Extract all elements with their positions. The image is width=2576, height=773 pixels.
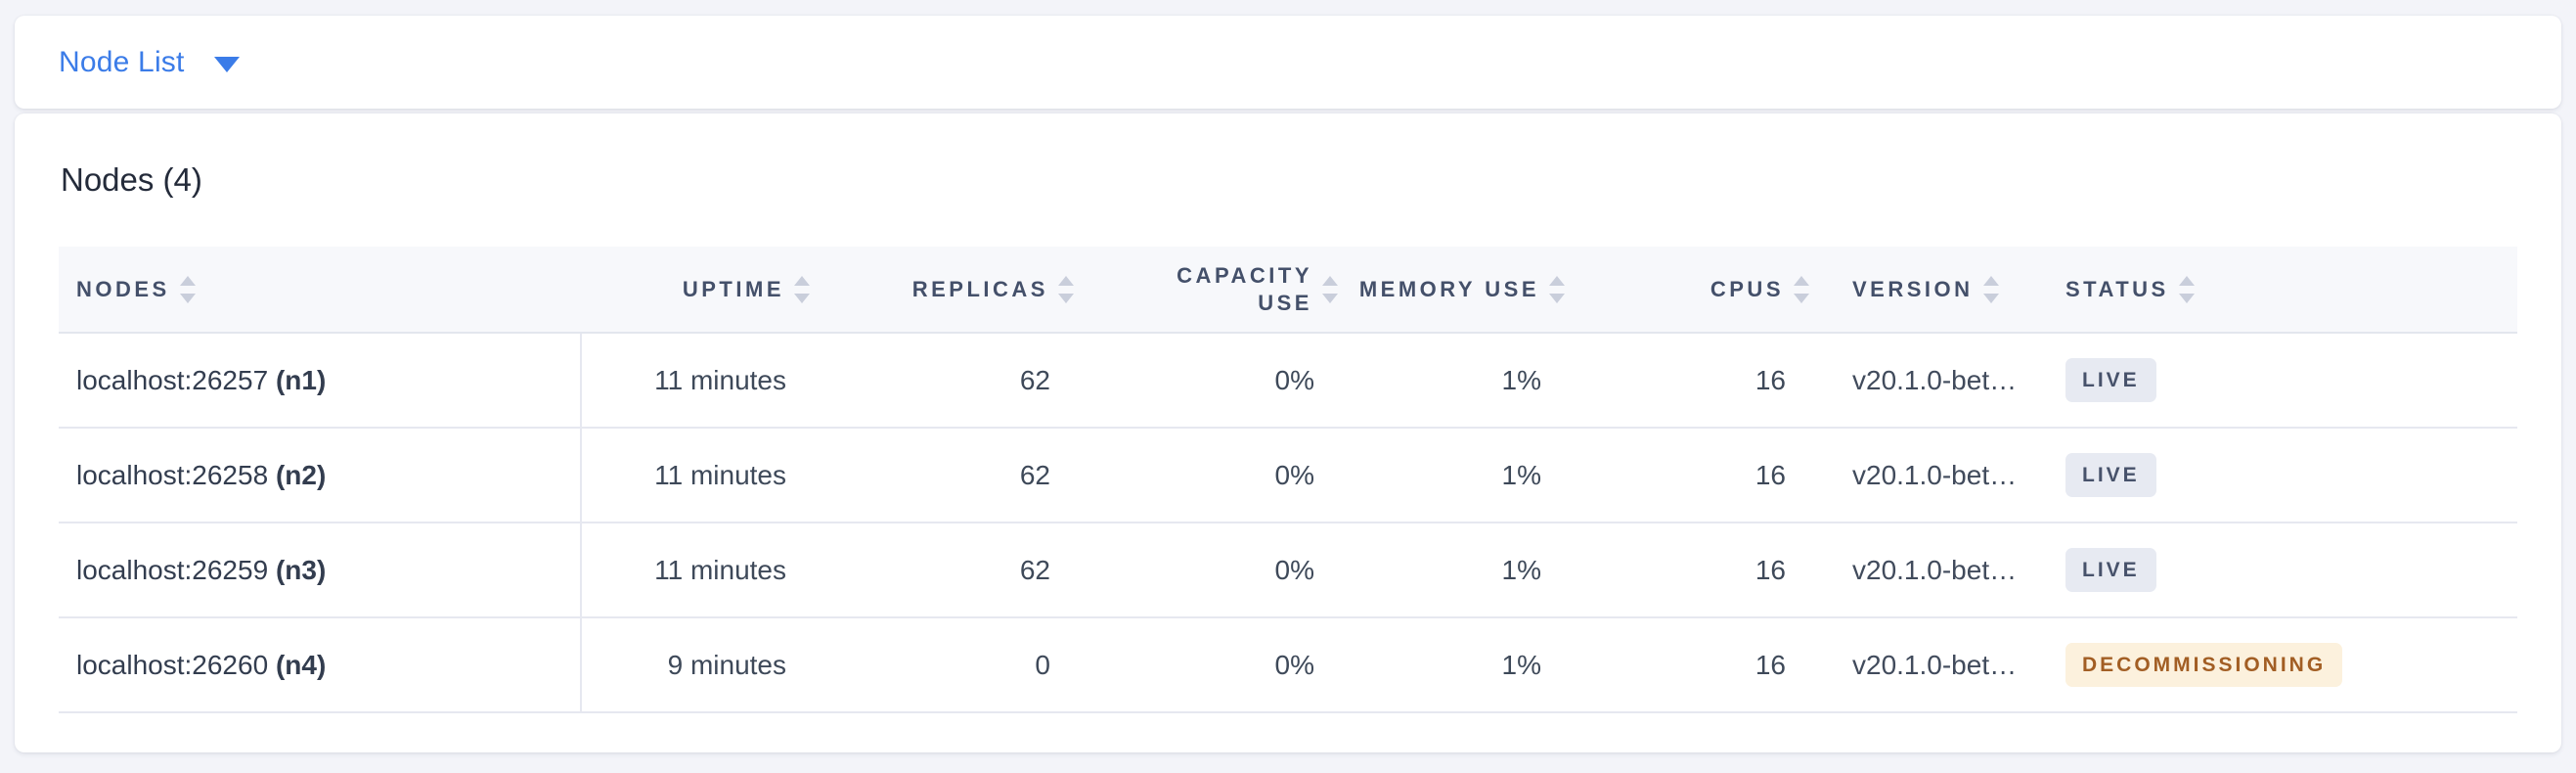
node-address-cell: localhost:26259 (n3) [59, 523, 582, 618]
table-row: localhost:26259 (n3) 11 minutes 62 0% 1%… [59, 523, 2517, 618]
column-header-label: UPTIME [682, 276, 784, 301]
sort-icon[interactable] [2177, 273, 2197, 306]
table-row: localhost:26257 (n1) 11 minutes 62 0% 1%… [59, 333, 2517, 429]
column-header-uptime[interactable]: UPTIME [581, 247, 812, 334]
status-badge: DECOMMISSIONING [2065, 643, 2343, 687]
capacity-use-cell: 0% [1076, 333, 1340, 429]
cpus-cell: 16 [1567, 617, 1811, 713]
status-cell: LIVE [2026, 333, 2517, 429]
node-address: localhost:26259 [76, 554, 269, 585]
replicas-cell: 62 [812, 523, 1076, 618]
table-row: localhost:26258 (n2) 11 minutes 62 0% 1%… [59, 428, 2517, 523]
column-header-capacity-use[interactable]: CAPACITY USE [1076, 247, 1340, 334]
sort-icon[interactable] [1320, 273, 1340, 306]
page-title: Nodes (4) [61, 161, 202, 198]
column-header-nodes[interactable]: NODES [59, 247, 581, 334]
uptime-cell: 11 minutes [581, 428, 812, 523]
column-header-label: MEMORY USE [1358, 276, 1539, 301]
chevron-down-icon [213, 56, 240, 72]
version-cell: v20.1.0-bet… [1811, 523, 2026, 618]
sort-icon[interactable] [1792, 273, 1811, 306]
sort-icon[interactable] [1981, 273, 2001, 306]
column-header-label: CPUS [1710, 276, 1784, 301]
node-id: (n1) [275, 364, 327, 395]
status-badge: LIVE [2065, 453, 2156, 497]
column-header-cpus[interactable]: CPUS [1567, 247, 1811, 334]
node-address-cell: localhost:26260 (n4) [59, 617, 582, 713]
column-header-status[interactable]: STATUS [2026, 247, 2517, 334]
column-header-replicas[interactable]: REPLICAS [812, 247, 1076, 334]
table-header-row: NODES UPTIME REPLICAS [59, 247, 2517, 334]
view-selector-bar: Node List [15, 16, 2561, 109]
status-badge: LIVE [2065, 358, 2156, 402]
memory-use-cell: 1% [1340, 333, 1567, 429]
cpus-cell: 16 [1567, 333, 1811, 429]
memory-use-cell: 1% [1340, 617, 1567, 713]
node-id: (n2) [275, 459, 327, 490]
column-header-label: REPLICAS [911, 276, 1048, 301]
status-cell: DECOMMISSIONING [2026, 617, 2517, 713]
replicas-cell: 62 [812, 428, 1076, 523]
sort-icon[interactable] [1547, 273, 1567, 306]
node-list-dropdown[interactable]: Node List [59, 46, 240, 79]
column-header-label: VERSION [1852, 276, 1974, 301]
version-cell: v20.1.0-bet… [1811, 428, 2026, 523]
sort-icon[interactable] [178, 273, 198, 306]
node-address-cell: localhost:26258 (n2) [59, 428, 582, 523]
uptime-cell: 11 minutes [581, 333, 812, 429]
node-address: localhost:26260 [76, 649, 269, 680]
node-address: localhost:26257 [76, 364, 269, 395]
memory-use-cell: 1% [1340, 428, 1567, 523]
sort-icon[interactable] [1056, 273, 1076, 306]
uptime-cell: 9 minutes [581, 617, 812, 713]
status-cell: LIVE [2026, 523, 2517, 618]
column-header-label: CAPACITY USE [1177, 263, 1312, 315]
status-cell: LIVE [2026, 428, 2517, 523]
node-id: (n4) [275, 649, 327, 680]
column-header-label: STATUS [2065, 276, 2169, 301]
capacity-use-cell: 0% [1076, 523, 1340, 618]
table-row: localhost:26260 (n4) 9 minutes 0 0% 1% 1… [59, 617, 2517, 713]
cpus-cell: 16 [1567, 523, 1811, 618]
node-id: (n3) [275, 554, 327, 585]
column-header-version[interactable]: VERSION [1811, 247, 2026, 334]
replicas-cell: 62 [812, 333, 1076, 429]
capacity-use-cell: 0% [1076, 428, 1340, 523]
node-address-cell: localhost:26257 (n1) [59, 333, 582, 429]
replicas-cell: 0 [812, 617, 1076, 713]
capacity-use-cell: 0% [1076, 617, 1340, 713]
sort-icon[interactable] [792, 273, 812, 306]
node-list-dropdown-label: Node List [59, 45, 185, 78]
version-cell: v20.1.0-bet… [1811, 617, 2026, 713]
version-cell: v20.1.0-bet… [1811, 333, 2026, 429]
memory-use-cell: 1% [1340, 523, 1567, 618]
cpus-cell: 16 [1567, 428, 1811, 523]
node-address: localhost:26258 [76, 459, 269, 490]
column-header-label: NODES [76, 276, 170, 301]
uptime-cell: 11 minutes [581, 523, 812, 618]
column-header-memory-use[interactable]: MEMORY USE [1340, 247, 1567, 334]
nodes-card: Nodes (4) NODES [15, 114, 2561, 752]
nodes-table: NODES UPTIME REPLICAS [59, 247, 2517, 713]
status-badge: LIVE [2065, 548, 2156, 592]
